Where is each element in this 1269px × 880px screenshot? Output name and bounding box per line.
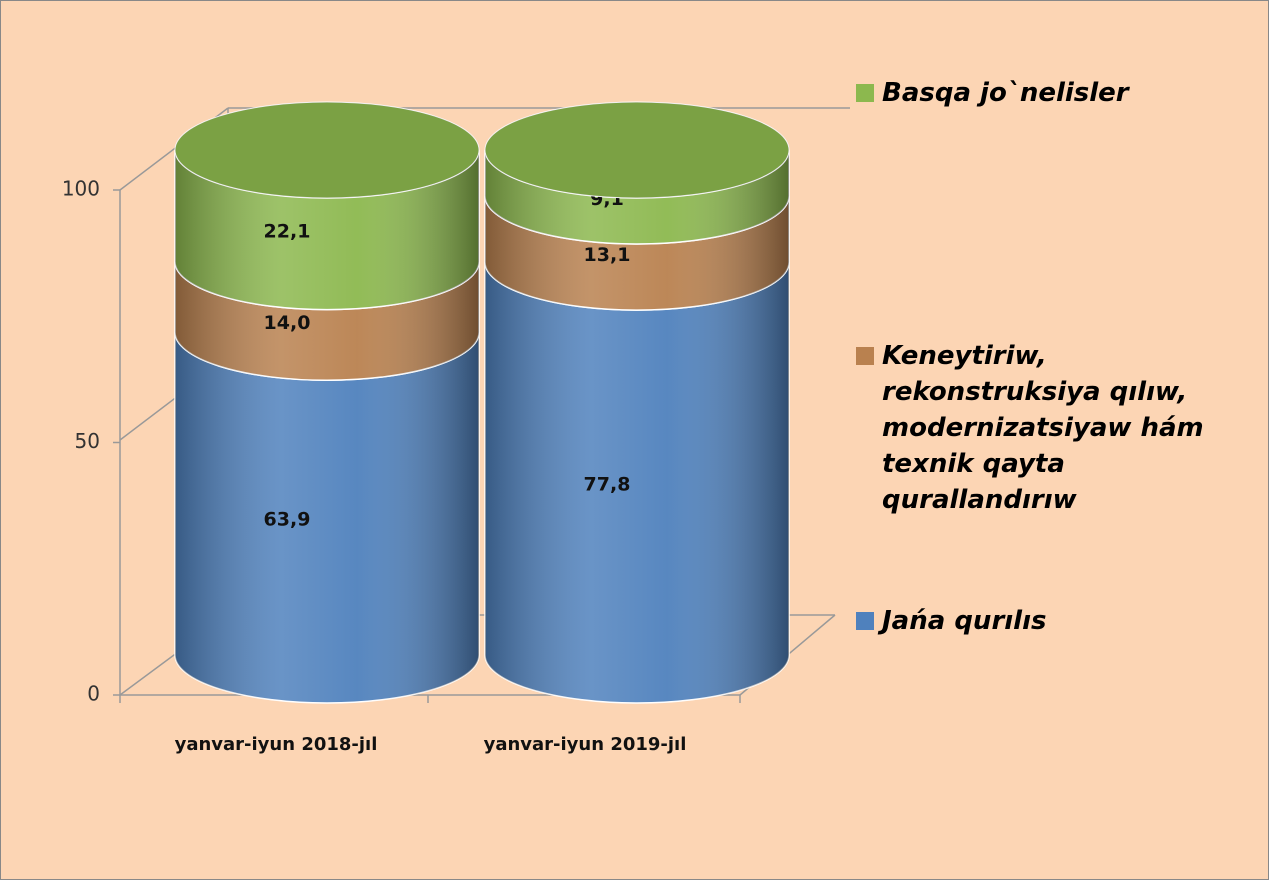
bar-shading [485,195,789,311]
bar-top-shading [175,102,479,198]
legend-item: Jańa qurılıs [856,603,1046,639]
value-label: 13,1 [584,244,631,266]
legend-label: Jańa qurılıs [882,606,1047,636]
x-tick-label: yanvar-iyun 2018-jıl [175,734,378,755]
bar-shading [175,150,479,310]
bar-top [484,101,790,199]
legend-swatch [856,347,874,365]
legend-item: Keneytiriw, rekonstruksiya qılıw, modern… [856,338,1261,518]
legend-swatch [856,84,874,102]
bar-shading [175,332,479,703]
x-tick-label: yanvar-iyun 2019-jıl [484,734,687,755]
y-tick-label: 0 [87,682,100,706]
value-label: 14,0 [264,312,311,334]
bar-shading [485,150,789,244]
bar-top [174,101,480,199]
y-tick-label: 100 [62,177,100,201]
value-label: 22,1 [264,221,311,243]
legend-label: Basqa jo`nelisler [882,78,1129,108]
legend-label: Keneytiriw, rekonstruksiya qılıw, modern… [882,341,1204,515]
bar-shading [175,261,479,381]
legend-item: Basqa jo`nelisler [856,75,1129,111]
value-label: 63,9 [264,509,311,531]
bar-shading [485,262,789,703]
legend-swatch [856,612,874,630]
value-label: 77,8 [584,473,631,495]
bar-top-shading [485,102,789,198]
y-tick-label: 50 [75,429,100,453]
